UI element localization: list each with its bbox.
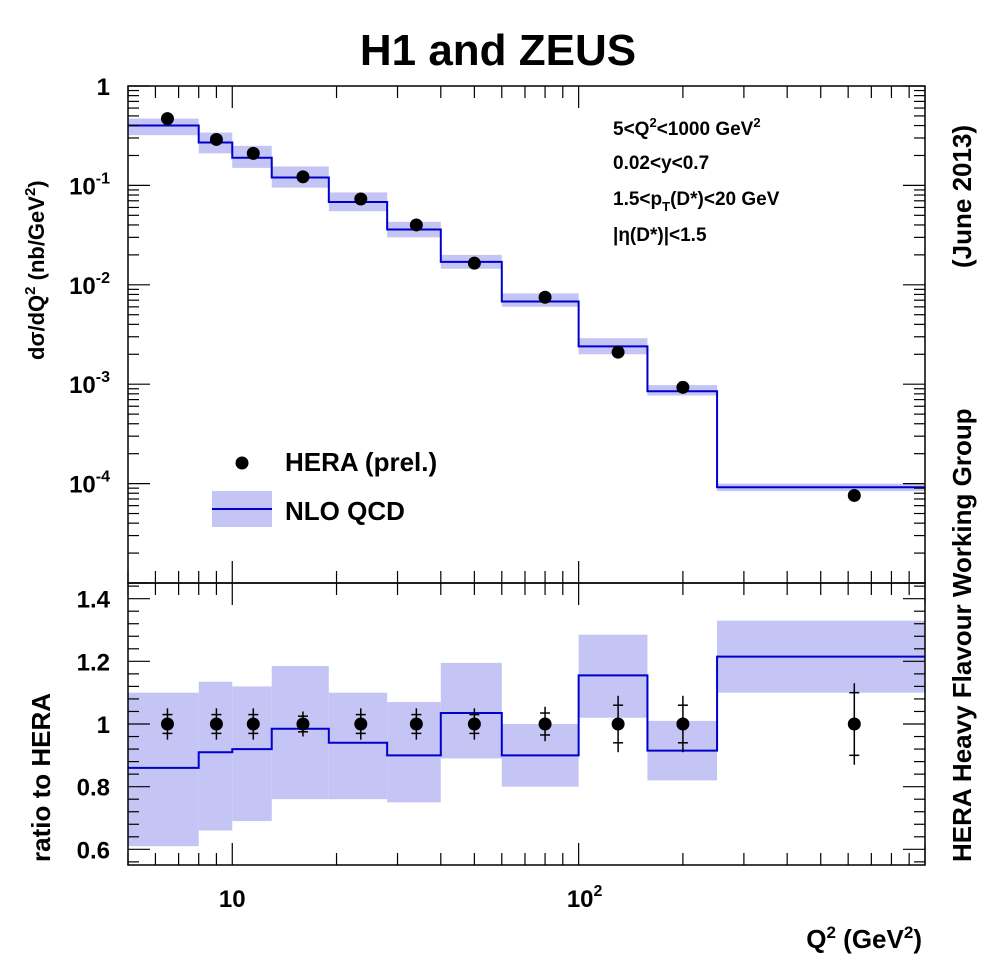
- nlo-band-bin: [128, 118, 199, 136]
- ratio-point: [354, 717, 368, 731]
- ratio-point: [209, 717, 223, 731]
- ratio-point: [246, 717, 260, 731]
- y-tick-label: 1: [97, 712, 110, 739]
- y-tick-label: 10-4: [69, 469, 110, 499]
- ratio-nlo-line: [128, 655, 925, 769]
- data-point: [538, 290, 552, 304]
- x-tick-label: 102: [567, 883, 603, 913]
- ratio-uncertainty-band: [128, 620, 925, 847]
- y-tick-label: 0.6: [77, 837, 110, 864]
- cut-pt: 1.5<pT(D*)<20 GeV: [613, 189, 780, 214]
- data-point: [209, 132, 223, 146]
- nlo-uncertainty-band: [128, 118, 925, 492]
- data-point: [246, 146, 260, 160]
- hera-data-points: [160, 112, 861, 502]
- data-point: [847, 488, 861, 502]
- legend-label-nlo: NLO QCD: [285, 496, 405, 526]
- cut-y: 0.02<y<0.7: [613, 153, 709, 174]
- legend-label-data: HERA (prel.): [285, 447, 437, 477]
- ratio-point: [611, 717, 625, 731]
- ratio-point: [409, 717, 423, 731]
- ratio-point: [296, 717, 310, 731]
- ratio-point: [467, 717, 481, 731]
- x-axis-label: Q2 (GeV2): [806, 923, 922, 954]
- nlo-band-bin: [440, 662, 502, 759]
- y-tick-label: 1.4: [77, 587, 111, 614]
- nlo-band-bin: [128, 692, 199, 847]
- top-axis-ticks: [127, 85, 926, 584]
- data-point: [354, 192, 368, 206]
- nlo-band-bin: [271, 666, 329, 800]
- nlo-band-bin: [328, 692, 388, 800]
- ratio-point: [538, 717, 552, 731]
- ratio-panel: 0.6 0.8 1 1.2 1.4 10 102 ratio to HERA Q2 (Ge…: [26, 582, 926, 954]
- y-axis-label-ratio: ratio to HERA: [26, 693, 56, 862]
- x-tick-label: 10: [219, 886, 246, 913]
- legend-marker-data: [235, 456, 249, 470]
- ratio-y-tick-labels: 0.6 0.8 1 1.2 1.4: [77, 587, 111, 865]
- y-tick-label: 10-1: [69, 170, 110, 200]
- top-y-tick-labels: 1 10-1 10-2 10-3 10-4: [69, 74, 110, 499]
- data-point: [467, 256, 481, 270]
- nlo-band-bin: [387, 702, 441, 803]
- legend: HERA (prel.) NLO QCD: [212, 447, 437, 527]
- side-date-label: (June 2013): [947, 125, 977, 268]
- cross-section-panel: 1 10-1 10-2 10-3 10-4 dσ/dQ2 (nb/GeV2) 5<Q2<…: [22, 74, 926, 584]
- x-tick-labels: 10 102: [219, 883, 603, 913]
- nlo-band-bin: [232, 686, 272, 822]
- data-point: [676, 380, 690, 394]
- chart-title: H1 and ZEUS: [360, 26, 636, 75]
- data-point: [296, 170, 310, 184]
- side-group-label: HERA Heavy Flavour Working Group: [947, 408, 977, 862]
- cut-q2: 5<Q2<1000 GeV2: [613, 115, 761, 140]
- nlo-band-bin: [198, 681, 233, 831]
- y-tick-label: 1: [97, 74, 110, 101]
- data-point: [611, 345, 625, 359]
- y-axis-label-top: dσ/dQ2 (nb/GeV2): [22, 180, 49, 360]
- bottom-frame: [127, 582, 926, 866]
- ratio-data-points: [160, 683, 861, 765]
- y-tick-label: 10-3: [69, 369, 110, 399]
- y-tick-label: 1.2: [77, 649, 110, 676]
- ratio-point: [160, 717, 174, 731]
- data-point: [160, 112, 174, 126]
- y-tick-label: 0.8: [77, 775, 110, 802]
- ratio-point: [676, 717, 690, 731]
- cut-eta: |η(D*)|<1.5: [613, 225, 707, 246]
- data-point: [409, 218, 423, 232]
- ratio-point: [847, 717, 861, 731]
- y-tick-label: 10-2: [69, 270, 110, 300]
- cuts-annotation: 5<Q2<1000 GeV2 0.02<y<0.7 1.5<pT(D*)<20 …: [613, 115, 780, 246]
